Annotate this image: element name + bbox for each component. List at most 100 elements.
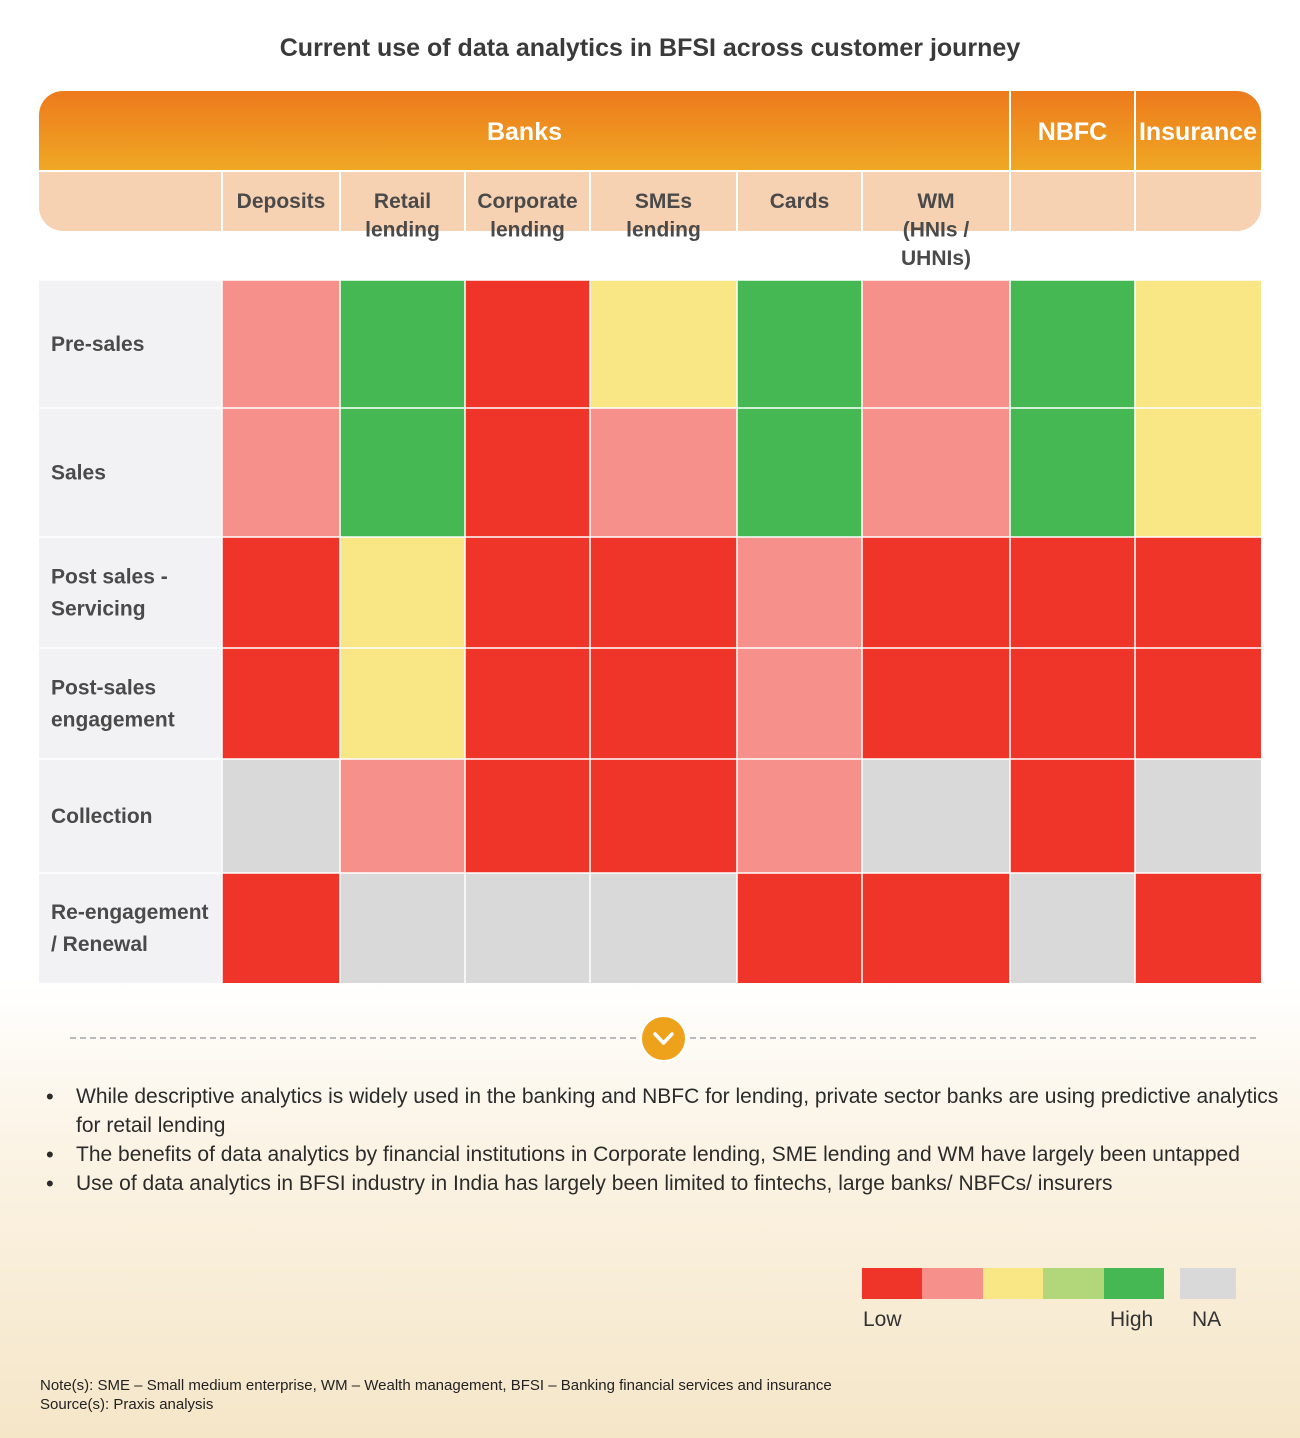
legend-high-label: High <box>1110 1308 1154 1331</box>
legend-low-label: Low <box>863 1308 902 1331</box>
legend-swatch-na <box>1180 1268 1236 1299</box>
row-label: Post sales - <box>51 566 168 589</box>
header-band <box>39 91 1261 231</box>
heat-cell <box>340 408 465 537</box>
column-label: UHNIs) <box>901 247 971 270</box>
row-label: Pre-sales <box>51 333 144 356</box>
heatmap-chart: Banks NBFC Insurance Deposits Retail lending C… <box>39 91 1261 983</box>
heat-cell <box>465 537 590 648</box>
group-label: NBFC <box>1038 118 1107 146</box>
row-label: / Renewal <box>51 933 148 956</box>
column-label: lending <box>626 219 701 242</box>
heat-cell <box>1135 648 1261 759</box>
heat-cell <box>737 280 862 408</box>
heat-cell <box>590 648 737 759</box>
column-label: SMEs <box>635 190 692 213</box>
legend-swatch-level-5 <box>1104 1268 1164 1299</box>
heat-cell <box>222 280 340 408</box>
heat-cell <box>1010 648 1135 759</box>
column-label: Deposits <box>237 190 326 213</box>
heat-cell <box>222 759 340 873</box>
row-label-cell <box>39 280 222 408</box>
column-label: WM <box>917 190 954 213</box>
heat-cell <box>465 648 590 759</box>
legend-swatch-level-4 <box>1043 1268 1104 1299</box>
row-label: Sales <box>51 462 106 485</box>
heat-cell <box>590 873 737 983</box>
heat-cell <box>465 759 590 873</box>
heat-cell <box>1135 759 1261 873</box>
heat-cell <box>862 759 1010 873</box>
chevron-down-icon <box>653 1032 674 1045</box>
heat-cell <box>1135 280 1261 408</box>
heat-cell <box>340 537 465 648</box>
heat-cell <box>1010 537 1135 648</box>
heat-cell <box>737 537 862 648</box>
insights-list: While descriptive analytics is widely us… <box>40 1082 1280 1198</box>
heat-cell <box>737 873 862 983</box>
insight-item: Use of data analytics in BFSI industry i… <box>40 1169 1280 1198</box>
row-label-cell <box>39 648 222 759</box>
heat-cell <box>862 537 1010 648</box>
heat-cell <box>1010 408 1135 537</box>
heat-cell <box>222 537 340 648</box>
row-label: Re-engagement <box>51 901 209 924</box>
heat-cell <box>737 759 862 873</box>
heat-cell <box>465 873 590 983</box>
heat-cell <box>590 759 737 873</box>
column-label: lending <box>490 219 565 242</box>
heat-cell <box>1010 873 1135 983</box>
legend-swatch-level-3 <box>983 1268 1043 1299</box>
column-label: Corporate <box>477 190 577 213</box>
row-label: Collection <box>51 805 153 828</box>
heat-cell <box>590 408 737 537</box>
row-label: Servicing <box>51 598 146 621</box>
heat-cell <box>737 408 862 537</box>
heat-cell <box>862 408 1010 537</box>
heat-cell <box>862 873 1010 983</box>
row-label: Post-sales <box>51 677 156 700</box>
row-label-cell <box>39 537 222 648</box>
column-label: (HNIs / <box>903 219 970 242</box>
heat-cell <box>1010 759 1135 873</box>
legend-na-label: NA <box>1192 1308 1222 1331</box>
chart-title: Current use of data analytics in BFSI ac… <box>279 34 1021 62</box>
row-label-cell <box>39 408 222 537</box>
heat-cell <box>1135 537 1261 648</box>
heat-cell <box>590 537 737 648</box>
column-label: Retail <box>374 190 431 213</box>
column-label: Cards <box>770 190 830 213</box>
footnotes: Note(s): SME – Small medium enterprise, … <box>40 1376 832 1414</box>
color-legend: Low High NA <box>862 1268 1242 1338</box>
heat-cell <box>1135 408 1261 537</box>
insight-item: While descriptive analytics is widely us… <box>40 1082 1280 1140</box>
source-text: Source(s): Praxis analysis <box>40 1396 214 1413</box>
heat-cell <box>222 648 340 759</box>
note-text: Note(s): SME – Small medium enterprise, … <box>40 1377 832 1394</box>
row-label: engagement <box>51 709 175 732</box>
heat-cell <box>1135 873 1261 983</box>
column-header-band <box>39 171 1261 231</box>
heat-cell <box>737 648 862 759</box>
legend-swatch-level-1 <box>862 1268 922 1299</box>
heat-cell <box>862 648 1010 759</box>
insight-item: The benefits of data analytics by financ… <box>40 1140 1280 1169</box>
heat-cell <box>222 408 340 537</box>
row-label-cell <box>39 873 222 983</box>
group-label: Insurance <box>1139 118 1257 146</box>
row-label-cell <box>39 759 222 873</box>
heat-cell <box>862 280 1010 408</box>
heat-cell <box>222 873 340 983</box>
heat-cell <box>590 280 737 408</box>
legend-swatch-level-2 <box>922 1268 983 1299</box>
heat-cell <box>1010 280 1135 408</box>
column-label: lending <box>365 219 440 242</box>
heat-cell <box>340 759 465 873</box>
heat-cell <box>340 280 465 408</box>
heat-cell <box>465 280 590 408</box>
heat-cell <box>340 873 465 983</box>
group-label: Banks <box>487 118 562 146</box>
expand-button[interactable] <box>640 1015 687 1062</box>
heat-cell <box>340 648 465 759</box>
group-header-band <box>39 91 1261 171</box>
